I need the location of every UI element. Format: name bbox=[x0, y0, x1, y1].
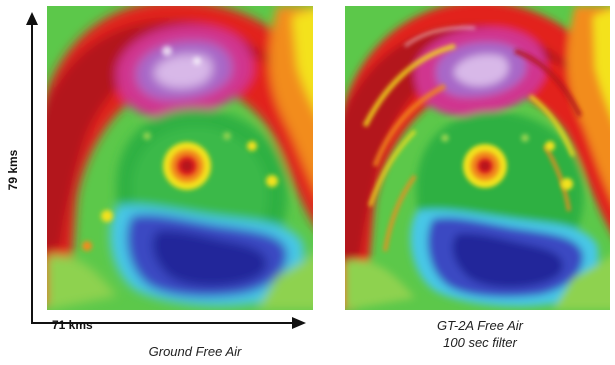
right-caption-line2: 100 sec filter bbox=[443, 335, 517, 350]
right-arrow-icon bbox=[292, 317, 306, 329]
y-axis-line bbox=[31, 24, 33, 324]
x-axis-label: 71 kms bbox=[52, 318, 93, 332]
left-map-caption: Ground Free Air bbox=[120, 343, 270, 360]
x-axis-line bbox=[31, 322, 293, 324]
gt2a-free-air-map bbox=[345, 6, 610, 310]
left-caption-line: Ground Free Air bbox=[148, 344, 242, 359]
right-caption-line1: GT-2A Free Air bbox=[437, 318, 523, 333]
ground-free-air-heatmap bbox=[47, 6, 313, 310]
ground-free-air-map bbox=[47, 6, 313, 310]
gt2a-free-air-heatmap bbox=[345, 6, 610, 310]
y-axis-label: 79 kms bbox=[6, 149, 20, 191]
right-map-caption: GT-2A Free Air 100 sec filter bbox=[395, 317, 565, 351]
up-arrow-icon bbox=[26, 12, 38, 25]
